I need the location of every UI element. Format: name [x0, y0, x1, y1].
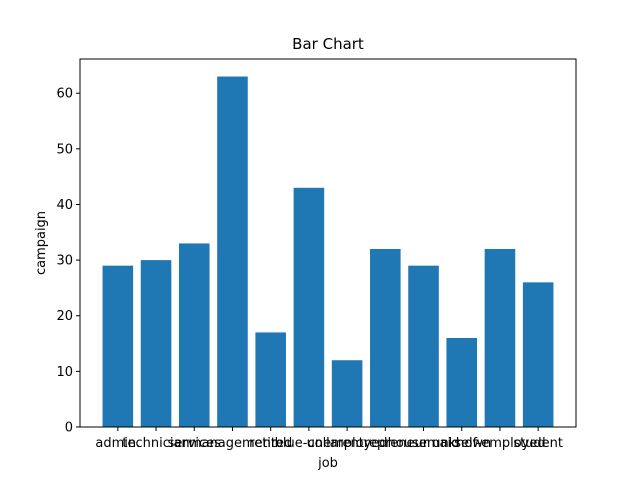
x-tick-label: services — [168, 436, 222, 451]
bar — [408, 265, 439, 427]
x-tick-label: admin. — [95, 436, 140, 451]
bar — [484, 248, 516, 427]
bar — [293, 187, 325, 427]
x-tick-label: unknown — [432, 436, 491, 451]
y-tick-label: 50 — [56, 142, 73, 157]
plot-frame — [79, 58, 577, 428]
bar — [446, 337, 478, 427]
bar — [331, 360, 363, 427]
bar — [140, 260, 172, 427]
bar — [217, 76, 248, 428]
bar — [102, 265, 134, 427]
x-tick-label: housemaid — [388, 436, 460, 451]
x-axis-label: job — [317, 456, 338, 471]
bar — [255, 332, 286, 427]
x-tick-label: entrepreneur — [343, 436, 429, 451]
bar — [370, 248, 401, 427]
bar — [178, 243, 210, 427]
x-tick-label: student — [513, 436, 563, 451]
x-tick-label: retired — [249, 436, 292, 451]
x-tick-label: management — [189, 436, 276, 451]
y-tick-label: 10 — [56, 365, 73, 380]
x-tick-label: technician — [122, 436, 189, 451]
x-tick-label: unemployed — [307, 436, 388, 451]
y-tick-label: 40 — [56, 198, 73, 213]
y-tick-label: 0 — [65, 421, 73, 436]
y-tick-label: 20 — [56, 309, 73, 324]
y-axis-label: campaign — [34, 211, 49, 275]
x-tick-label: blue-collar — [275, 436, 344, 451]
bar — [522, 282, 554, 427]
x-tick-label: self-employed — [454, 436, 545, 451]
y-tick-label: 30 — [56, 254, 73, 269]
y-tick-label: 60 — [56, 87, 73, 102]
chart-title: Bar Chart — [292, 35, 364, 53]
